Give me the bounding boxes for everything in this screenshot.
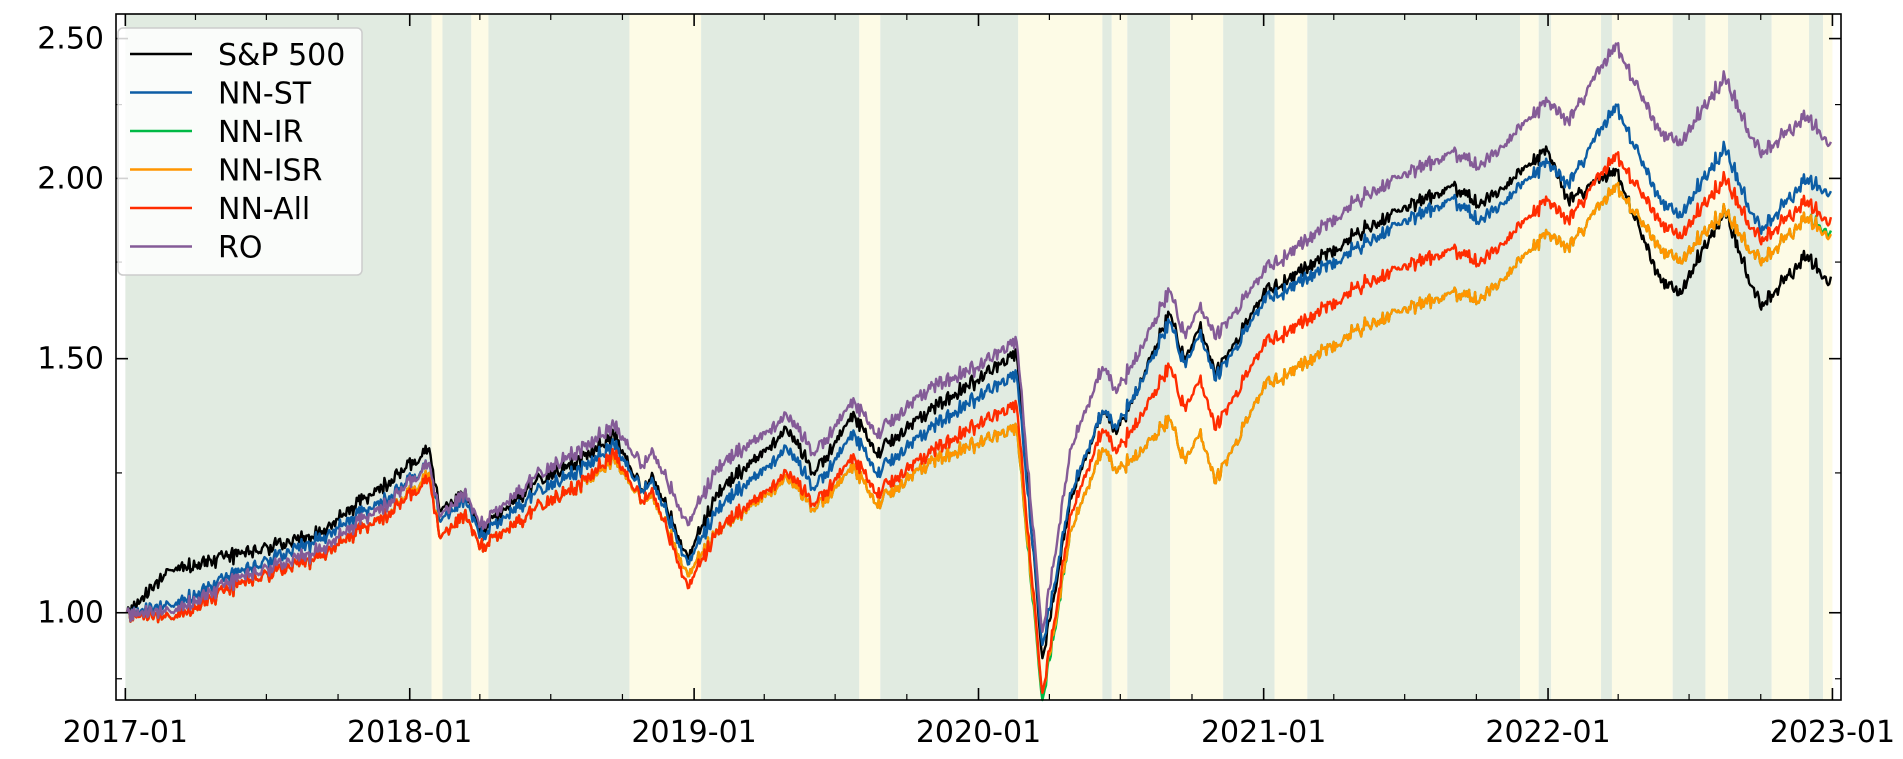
regime-band-yellow: [1705, 14, 1729, 700]
regime-band-green: [880, 14, 1019, 700]
x-tick-label: 2020-01: [916, 715, 1041, 750]
regime-band-green: [1102, 14, 1112, 700]
regime-band-yellow: [859, 14, 881, 700]
regime-band-green: [1127, 14, 1171, 700]
minor-ticks: [116, 14, 1841, 700]
y-tick-label: 2.00: [37, 161, 104, 196]
regime-band-yellow: [1519, 14, 1539, 700]
regime-band-green: [701, 14, 860, 700]
x-tick-label: 2019-01: [631, 715, 756, 750]
series-line-ro: [125, 42, 1832, 633]
regime-band-yellow: [471, 14, 489, 700]
legend-label: RO: [218, 231, 262, 266]
regime-band-yellow: [431, 14, 443, 700]
x-tick-label: 2022-01: [1485, 715, 1610, 750]
series-lines: [125, 42, 1833, 702]
regime-band-yellow: [1274, 14, 1308, 700]
x-tick-label: 2018-01: [347, 715, 472, 750]
x-tick-label: 2017-01: [63, 715, 188, 750]
regime-shading: [125, 14, 1833, 700]
x-axis: 2017-01 2018-01 2019-01 2020-01 2021-01 2022-…: [63, 14, 1895, 750]
regime-band-yellow: [1111, 14, 1128, 700]
y-tick-label: 2.50: [37, 22, 104, 57]
regime-band-yellow: [1611, 14, 1673, 700]
regime-band-yellow: [1170, 14, 1224, 700]
regime-band-green: [1538, 14, 1552, 700]
x-tick-label: 2023-01: [1770, 715, 1895, 750]
y-tick-label: 1.50: [37, 342, 104, 377]
legend-label: S&P 500: [218, 38, 345, 73]
x-tick-label: 2021-01: [1201, 715, 1326, 750]
legend-box: [117, 27, 363, 276]
regime-band-green: [1307, 14, 1520, 700]
regime-band-yellow: [1551, 14, 1602, 700]
regime-band-green: [442, 14, 472, 700]
regime-band-green: [1223, 14, 1275, 700]
legend-label: NN-All: [218, 192, 310, 227]
legend-label: NN-ST: [218, 77, 312, 112]
series-line-nn-all: [125, 151, 1833, 694]
legend-label: NN-IR: [218, 115, 303, 150]
regime-band-green: [1601, 14, 1612, 700]
regime-band-yellow: [1823, 14, 1833, 700]
regime-band-green: [1728, 14, 1772, 700]
legend-label: NN-ISR: [218, 154, 322, 189]
y-tick-label: 1.00: [37, 596, 104, 631]
regime-band-green: [488, 14, 630, 700]
regime-band-yellow: [629, 14, 702, 700]
series-line-s-p-500: [125, 145, 1833, 660]
